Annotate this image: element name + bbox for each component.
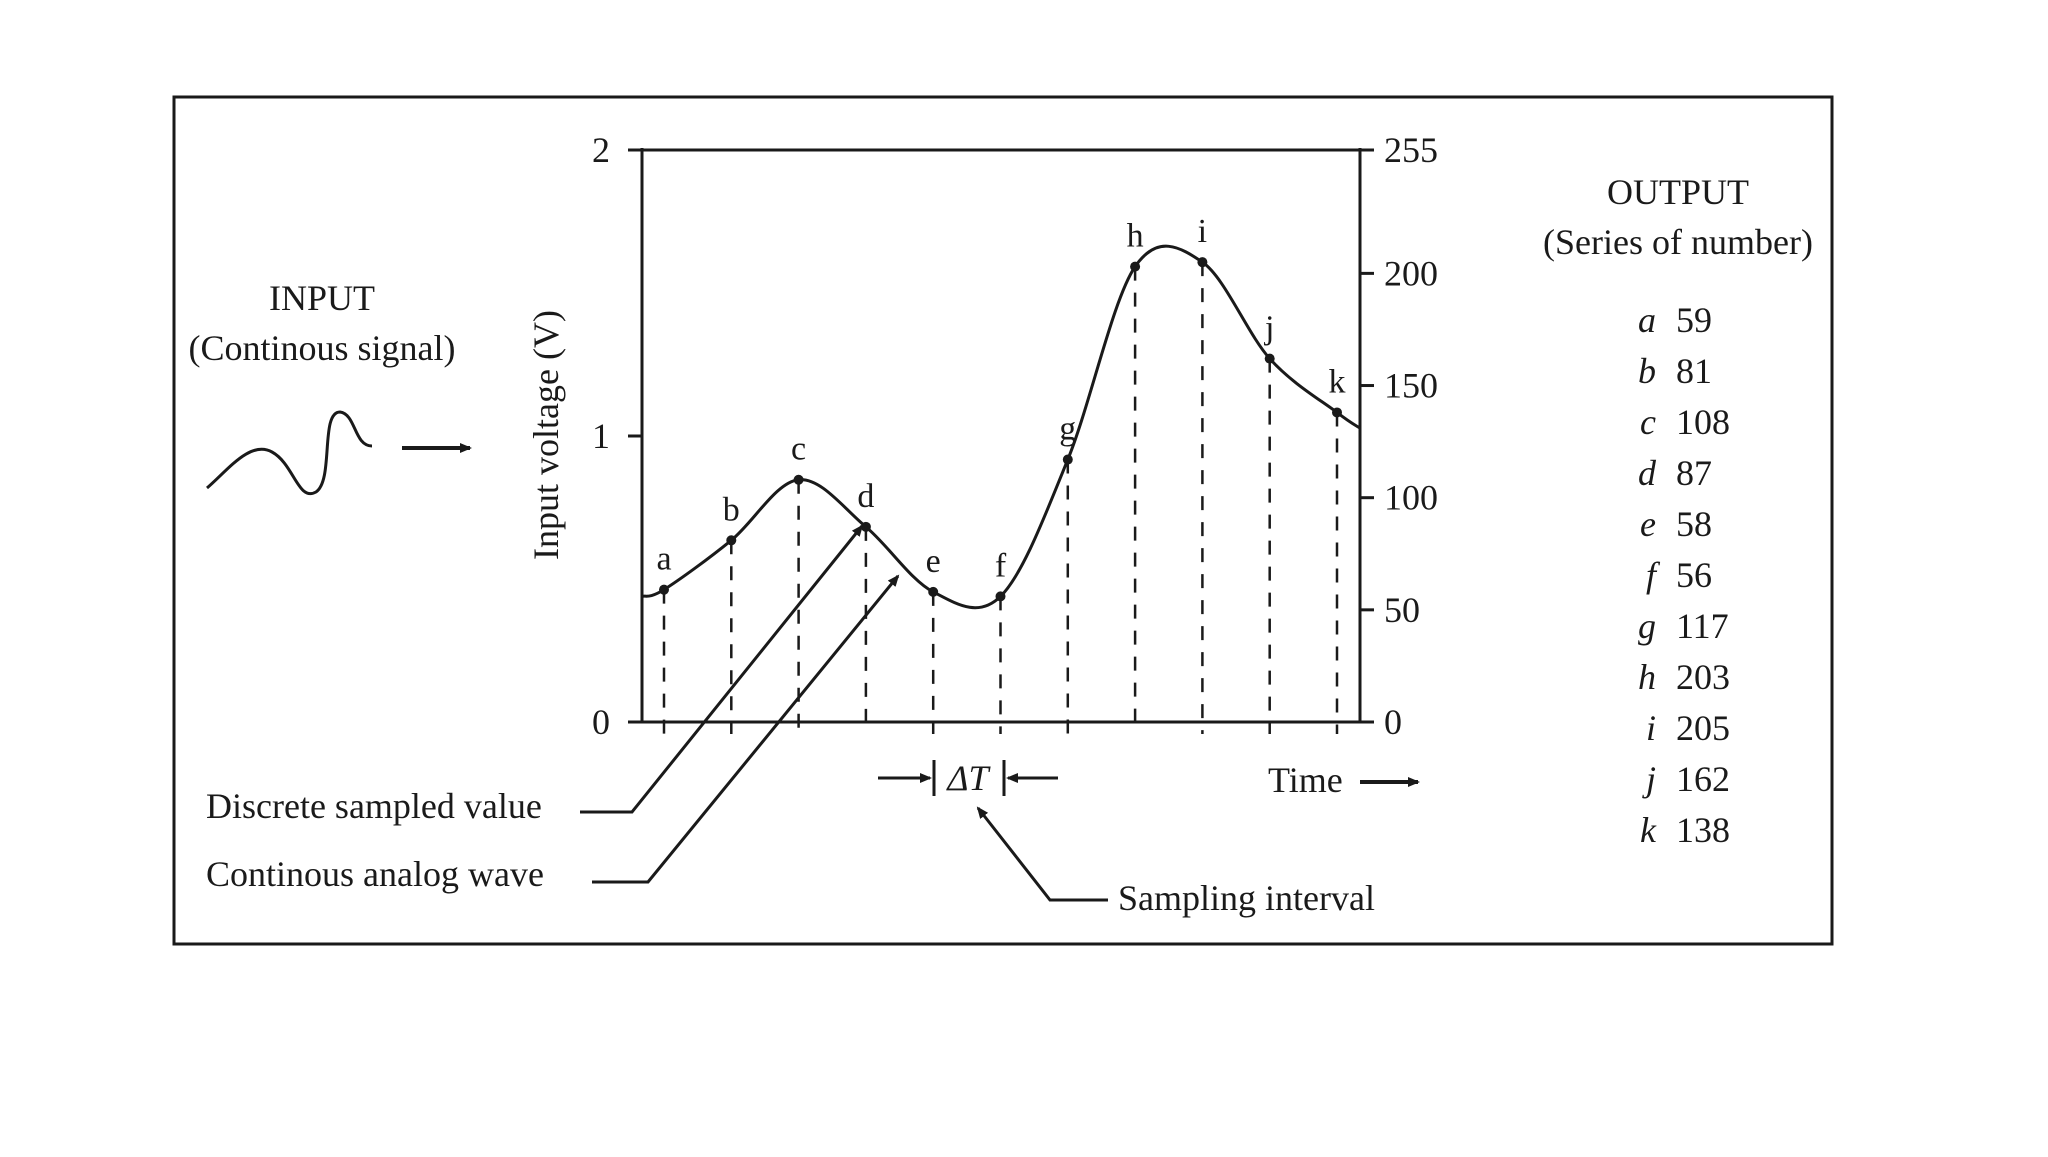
- output-letter: e: [1640, 504, 1656, 544]
- sample-label: j: [1264, 310, 1274, 347]
- output-letter: j: [1642, 759, 1656, 799]
- sample-label: a: [656, 541, 671, 578]
- sample-label: b: [723, 491, 740, 528]
- input-subtitle: (Continous signal): [189, 328, 456, 368]
- right-tick-label: 100: [1384, 478, 1438, 518]
- output-series-list: a 59 b 81 c 108 d 87 e 58 f 56 g 117 h 203 i 205 j 162 k 138: [1638, 300, 1730, 850]
- output-value: 205: [1676, 708, 1730, 748]
- output-value: 87: [1676, 453, 1712, 493]
- right-tick-label: 0: [1384, 702, 1402, 742]
- output-letter: b: [1638, 351, 1656, 391]
- input-wave-sketch: [206, 410, 373, 496]
- input-title: INPUT: [269, 278, 375, 318]
- output-value: 117: [1676, 606, 1729, 646]
- figure-frame: [172, 95, 1834, 946]
- right-tick-label: 150: [1384, 366, 1438, 406]
- right-tick-label: 255: [1384, 130, 1438, 170]
- output-letter: c: [1640, 402, 1656, 442]
- output-letter: i: [1646, 708, 1656, 748]
- right-tick-label: 200: [1384, 253, 1438, 293]
- output-letter: f: [1646, 555, 1661, 595]
- output-subtitle: (Series of number): [1543, 222, 1813, 262]
- left-tick-label: 2: [592, 130, 610, 170]
- right-axis-ticks: 0 50 100 150 200 255: [1360, 130, 1438, 742]
- output-letter: k: [1640, 810, 1657, 850]
- right-tick-label: 50: [1384, 590, 1420, 630]
- output-value: 203: [1676, 657, 1730, 697]
- x-axis-label: Time: [1268, 760, 1343, 800]
- output-letter: h: [1638, 657, 1656, 697]
- output-value: 81: [1676, 351, 1712, 391]
- output-letter: g: [1638, 606, 1656, 646]
- left-tick-label: 1: [592, 416, 610, 456]
- sample-label: k: [1329, 363, 1346, 400]
- output-value: 58: [1676, 504, 1712, 544]
- output-value: 162: [1676, 759, 1730, 799]
- output-value: 138: [1676, 810, 1730, 850]
- discrete-pointer: [580, 524, 864, 814]
- output-value: 59: [1676, 300, 1712, 340]
- annotation-continuous-analog-wave: Continous analog wave: [206, 854, 544, 894]
- sample-label: d: [857, 478, 874, 515]
- sample-label: f: [995, 547, 1007, 584]
- annotation-sampling-interval: Sampling interval: [1118, 878, 1375, 918]
- sample-label: h: [1127, 218, 1144, 255]
- continuous-analog-wave: [641, 244, 1361, 610]
- annotation-discrete-sampled-value: Discrete sampled value: [206, 786, 542, 826]
- y-axis-label: Input voltage (V): [526, 310, 566, 560]
- left-axis-ticks: 0 1 2: [592, 130, 642, 742]
- output-letter: d: [1638, 453, 1657, 493]
- sample-label: c: [791, 431, 806, 468]
- delta-t-label: ΔT: [945, 758, 991, 798]
- sample-label: g: [1059, 411, 1076, 448]
- continuous-pointer: [592, 574, 900, 884]
- interval-pointer: [976, 806, 1108, 902]
- sample-label: e: [926, 543, 941, 580]
- sample-marks: a b c d e f g h i j k: [656, 213, 1346, 734]
- output-letter: a: [1638, 300, 1656, 340]
- sample-label: i: [1198, 213, 1207, 250]
- left-tick-label: 0: [592, 702, 610, 742]
- output-title: OUTPUT: [1607, 172, 1749, 212]
- output-value: 108: [1676, 402, 1730, 442]
- output-value: 56: [1676, 555, 1712, 595]
